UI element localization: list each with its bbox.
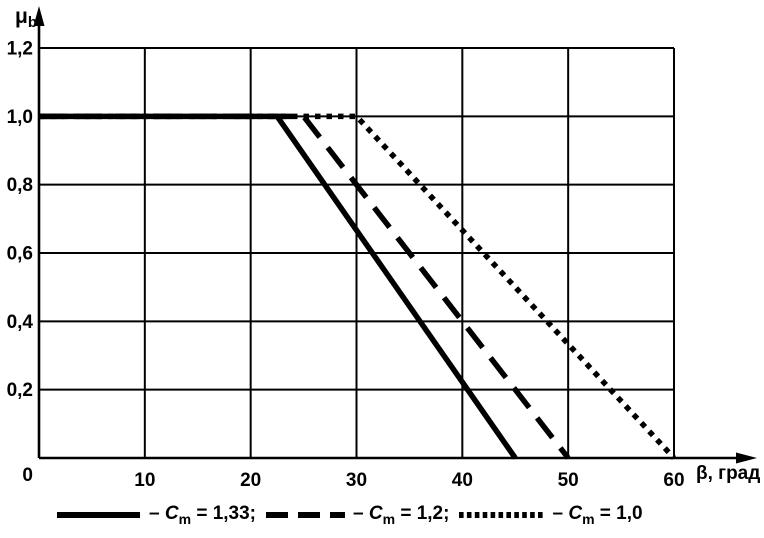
legend-item-dotted: – Cm = 1,0 [458,503,643,527]
series-line-dashed [39,113,571,460]
legend-label-dotted: – Cm = 1,0 [552,503,643,527]
legend-line-solid [57,511,140,518]
y-axis-title: μb [15,5,37,31]
chart-plot: 10 20 30 40 50 60 1,2 1,0 0,8 0,6 0,4 0,2 0 [7,6,757,491]
legend-item-solid: – Cm = 1,33; [56,503,256,527]
series-line-solid [39,113,518,460]
x-tick-label: 30 [346,470,367,491]
y-axis-subscript: b [27,14,38,31]
y-tick-label: 0,8 [7,175,33,196]
legend-label-dashed: – Cm = 1,2; [353,503,450,527]
x-tick-label: 60 [663,470,684,491]
x-tick-label: 10 [134,470,155,491]
legend-item-dashed: – Cm = 1,2; [265,503,449,527]
x-axis-arrowhead [736,452,757,464]
legend-line-dashed [266,511,346,518]
legend: – Cm = 1,33; – Cm = 1,2; – Cm = 1,0 [56,503,716,527]
y-axis-arrowhead [33,6,45,26]
y-axis-symbol: μ [15,5,28,28]
y-tick-label: 0,2 [7,380,33,401]
y-tick-label: 1,0 [7,107,33,128]
x-axis-title: β, град [696,463,761,484]
x-tick-label: 40 [452,470,473,491]
y-tick-label: 0,4 [7,312,34,333]
x-tick-label: 20 [240,470,261,491]
y-tick-label: 0,6 [7,244,33,265]
x-tick-label: 50 [558,470,579,491]
origin-tick-label: 0 [22,465,33,486]
legend-label-solid: – Cm = 1,33; [149,503,257,527]
legend-line-dotted [459,511,545,518]
y-tick-label: 1,2 [7,39,33,60]
